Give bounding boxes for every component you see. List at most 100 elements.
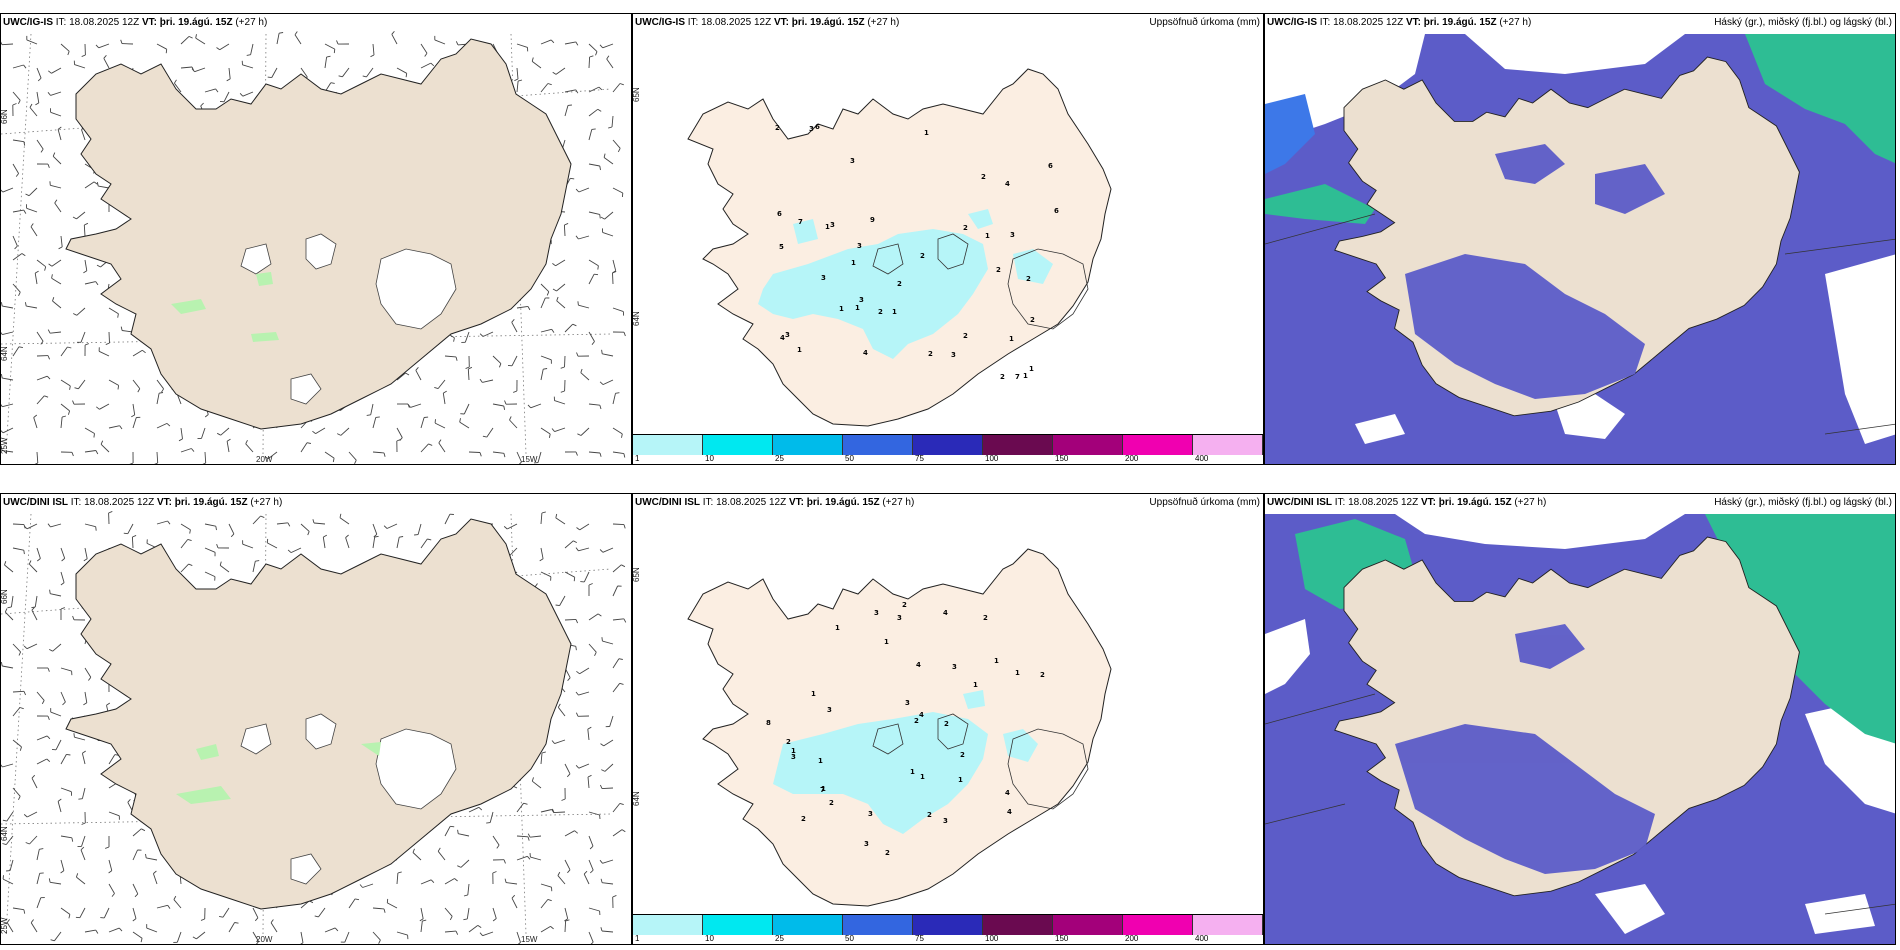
- precip-value: 1: [920, 773, 925, 781]
- wind-barb: [464, 331, 470, 343]
- wind-barb-flag: [479, 932, 483, 936]
- wind-barb-flag: [575, 646, 577, 651]
- wind-barb-flag: [454, 878, 458, 882]
- wind-barb: [195, 37, 206, 45]
- wind-barb: [564, 859, 571, 871]
- wind-barb-flag: [60, 582, 65, 586]
- wind-barb-flag: [577, 301, 579, 306]
- wind-barb-flag: [105, 342, 110, 346]
- wind-barb-flag: [234, 922, 239, 924]
- wind-barb: [458, 833, 470, 837]
- wind-barb-flag: [187, 538, 192, 542]
- wind-barb-flag: [589, 845, 594, 850]
- wind-barb: [410, 403, 422, 408]
- wind-barb-flag: [78, 798, 83, 800]
- wind-barb: [420, 443, 429, 453]
- wind-barb: [583, 873, 590, 885]
- wind-barb: [84, 691, 88, 703]
- wind-barb: [463, 403, 470, 415]
- wind-barb: [228, 67, 231, 79]
- wind-barb-flag: [300, 942, 304, 944]
- wind-barb: [12, 235, 18, 247]
- wind-barb-flag: [28, 560, 32, 565]
- wind-barb-flag: [459, 418, 461, 423]
- wind-barb-flag: [106, 702, 111, 706]
- wind-barb-flag: [355, 898, 360, 901]
- wind-barb: [84, 427, 95, 434]
- wind-barb-flag: [219, 561, 222, 566]
- wind-barb-flag: [12, 103, 17, 106]
- precip-value: 3: [791, 753, 796, 761]
- wind-barb: [84, 523, 96, 528]
- colorbar-segment: [913, 915, 983, 935]
- wind-barb: [152, 873, 158, 885]
- wind-barb: [444, 907, 453, 917]
- wind-barb: [417, 523, 422, 535]
- wind-barb-flag: [60, 607, 65, 610]
- vt-value: þri. 19.ágú. 15Z: [159, 17, 233, 28]
- wind-barb: [36, 451, 39, 464]
- wind-barb-flag: [434, 386, 439, 390]
- wind-barb: [108, 331, 110, 344]
- cloud-map-panel-row2: UWC/DINI ISL IT: 18.08.2025 12Z VT: þri.…: [1264, 493, 1896, 945]
- wind-barb-flag: [166, 423, 171, 427]
- wind-barb: [588, 907, 600, 912]
- wind-barb: [76, 876, 86, 885]
- wind-barb-flag: [517, 79, 523, 82]
- wind-barb: [588, 403, 600, 406]
- wind-barb-flag: [246, 54, 251, 56]
- wind-barb-flag: [40, 148, 44, 153]
- wind-barb-flag: [47, 163, 50, 168]
- wind-barb: [156, 43, 167, 50]
- iceland-wind-map: 66N 64N 25W 20W 15W: [1, 510, 627, 944]
- wind-barb: [532, 780, 542, 789]
- wind-barb: [219, 565, 230, 573]
- wind-barb: [324, 927, 336, 933]
- wind-barb: [420, 921, 423, 933]
- lat-64-label: 64N: [633, 311, 641, 326]
- colorbar-segment: [983, 915, 1053, 935]
- wind-barb: [492, 403, 504, 407]
- wind-barb: [578, 547, 590, 552]
- wind-barb-flag: [621, 829, 626, 833]
- colorbar-label: 100: [985, 454, 999, 463]
- panel-header: UWC/IG-IS IT: 18.08.2025 12Z VT: þri. 19…: [635, 17, 899, 28]
- wind-barb: [36, 395, 45, 405]
- wind-barb-flag: [539, 558, 544, 562]
- wind-barb-flag: [167, 520, 171, 525]
- precip-value: 2: [996, 266, 1001, 274]
- it-label: IT:: [1334, 497, 1346, 508]
- wind-barb-flag: [534, 583, 538, 587]
- wind-barb-flag: [514, 78, 519, 82]
- wind-barb: [604, 763, 614, 772]
- wind-barb-flag: [527, 836, 530, 841]
- wind-barb-flag: [7, 606, 12, 609]
- precip-map-panel-row2: UWC/DINI ISL IT: 18.08.2025 12Z VT: þri.…: [632, 493, 1264, 945]
- wind-barb-flag: [601, 349, 603, 354]
- wind-barb: [588, 56, 591, 69]
- wind-barb-flag: [511, 319, 515, 323]
- wind-barb: [396, 427, 403, 438]
- wind-barb: [516, 835, 529, 838]
- panel-header: UWC/IG-IS IT: 18.08.2025 12Z VT: þri. 19…: [3, 17, 267, 28]
- precip-value: 6: [815, 123, 820, 131]
- wind-barb: [55, 739, 62, 751]
- wind-barb: [268, 451, 278, 460]
- wind-barb: [588, 108, 598, 117]
- wind-barb-flag: [188, 563, 193, 567]
- wind-barb: [540, 39, 552, 45]
- wind-barb-flag: [608, 126, 613, 129]
- wind-barb-flag: [437, 847, 441, 852]
- wind-barb-flag: [503, 859, 506, 864]
- wind-barb-flag: [503, 453, 506, 458]
- wind-barb-flag: [345, 534, 349, 538]
- wind-barb-flag: [34, 270, 39, 274]
- colorbar-label: 50: [845, 934, 854, 943]
- wind-barb: [81, 129, 86, 141]
- wind-barb-flag: [366, 414, 371, 416]
- wind-barb: [223, 91, 230, 103]
- wind-barb: [36, 259, 46, 268]
- wind-barb-flag: [200, 102, 204, 107]
